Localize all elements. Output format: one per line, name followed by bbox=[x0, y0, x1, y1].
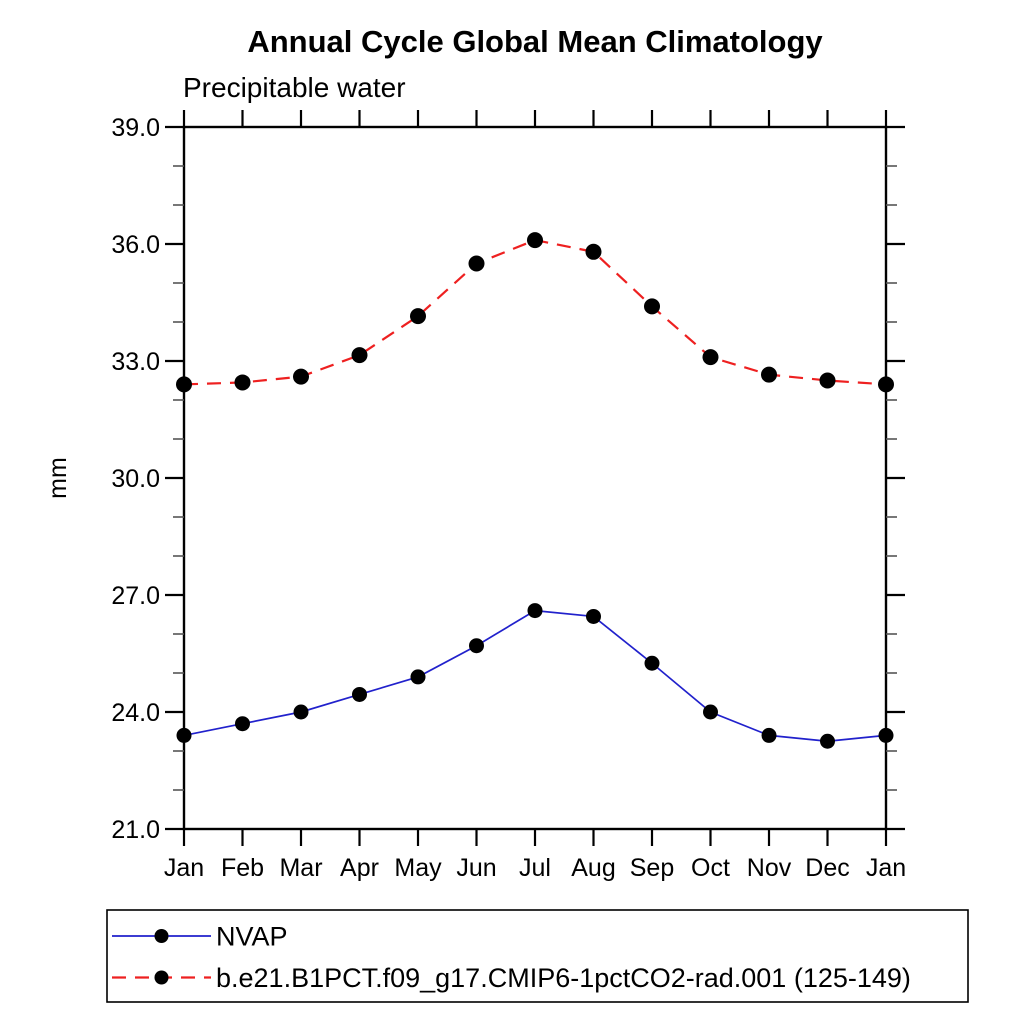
data-point-marker bbox=[410, 669, 426, 685]
x-tick-label: Nov bbox=[747, 854, 792, 882]
series-line bbox=[183, 238, 887, 386]
x-tick-label: Jan bbox=[164, 854, 204, 882]
data-point-marker bbox=[176, 727, 192, 743]
x-tick-label: Jun bbox=[456, 854, 496, 882]
legend-label: NVAP bbox=[216, 922, 288, 952]
series-line bbox=[183, 609, 887, 743]
data-point-marker bbox=[293, 368, 309, 385]
x-tick-label: Aug bbox=[571, 854, 615, 882]
data-point-marker bbox=[527, 232, 543, 249]
data-point-marker bbox=[761, 727, 777, 743]
data-point-marker bbox=[644, 655, 660, 671]
x-tick-label: Dec bbox=[805, 854, 849, 882]
legend-marker bbox=[154, 929, 169, 943]
x-tick-label: Mar bbox=[279, 854, 322, 882]
x-tick-label: Sep bbox=[630, 854, 674, 882]
y-tick-label: 27.0 bbox=[111, 582, 160, 610]
data-point-marker bbox=[586, 608, 601, 624]
data-point-marker bbox=[819, 372, 836, 389]
data-point-marker bbox=[352, 686, 367, 702]
x-tick-label: Jul bbox=[519, 854, 551, 882]
data-point-marker bbox=[585, 243, 602, 260]
data-point-marker bbox=[469, 638, 484, 654]
plot-axes: 21.0 24.0 27.0 30.0 33.0 36.0 39.0 Jan Feb Mar Apr… bbox=[111, 110, 906, 882]
x-tick-label: Apr bbox=[340, 854, 379, 882]
chart-subtitle: Precipitable water bbox=[183, 72, 406, 103]
data-point-marker bbox=[702, 349, 719, 366]
x-tick-label: Feb bbox=[221, 854, 264, 882]
y-tick-label: 33.0 bbox=[111, 348, 160, 376]
y-tick-label: 21.0 bbox=[111, 816, 160, 844]
data-point-marker bbox=[820, 733, 835, 749]
data-point-marker bbox=[644, 298, 660, 315]
chart-title: Annual Cycle Global Mean Climatology bbox=[247, 24, 823, 59]
data-point-marker bbox=[234, 374, 251, 391]
data-point-marker bbox=[761, 366, 777, 383]
data-point-marker bbox=[176, 376, 192, 393]
data-point-marker bbox=[235, 716, 250, 732]
legend-marker bbox=[154, 970, 169, 985]
x-tick-label: Oct bbox=[691, 854, 730, 882]
data-point-marker bbox=[878, 727, 894, 743]
data-point-marker bbox=[468, 255, 485, 272]
data-point-marker bbox=[878, 376, 894, 393]
data-point-marker bbox=[703, 704, 718, 720]
data-point-marker bbox=[293, 704, 309, 720]
data-point-marker bbox=[351, 347, 368, 364]
x-tick-label: May bbox=[394, 854, 442, 882]
data-series-group bbox=[176, 232, 894, 749]
y-tick-label: 36.0 bbox=[111, 231, 160, 259]
x-tick-label: Jan bbox=[866, 854, 906, 882]
series-model bbox=[176, 232, 894, 393]
y-axis-unit-label: mm bbox=[44, 457, 72, 499]
series-nvap bbox=[176, 603, 894, 749]
y-tick-label: 30.0 bbox=[111, 465, 160, 493]
y-tick-label: 39.0 bbox=[111, 114, 160, 142]
y-tick-label: 24.0 bbox=[111, 699, 160, 727]
data-point-marker bbox=[410, 308, 426, 325]
legend-label: b.e21.B1PCT.f09_g17.CMIP6-1pctCO2-rad.00… bbox=[216, 963, 911, 993]
legend: NVAP b.e21.B1PCT.f09_g17.CMIP6-1pctCO2-ra… bbox=[106, 909, 969, 1003]
data-point-marker bbox=[527, 603, 543, 619]
legend-box bbox=[106, 909, 969, 1003]
